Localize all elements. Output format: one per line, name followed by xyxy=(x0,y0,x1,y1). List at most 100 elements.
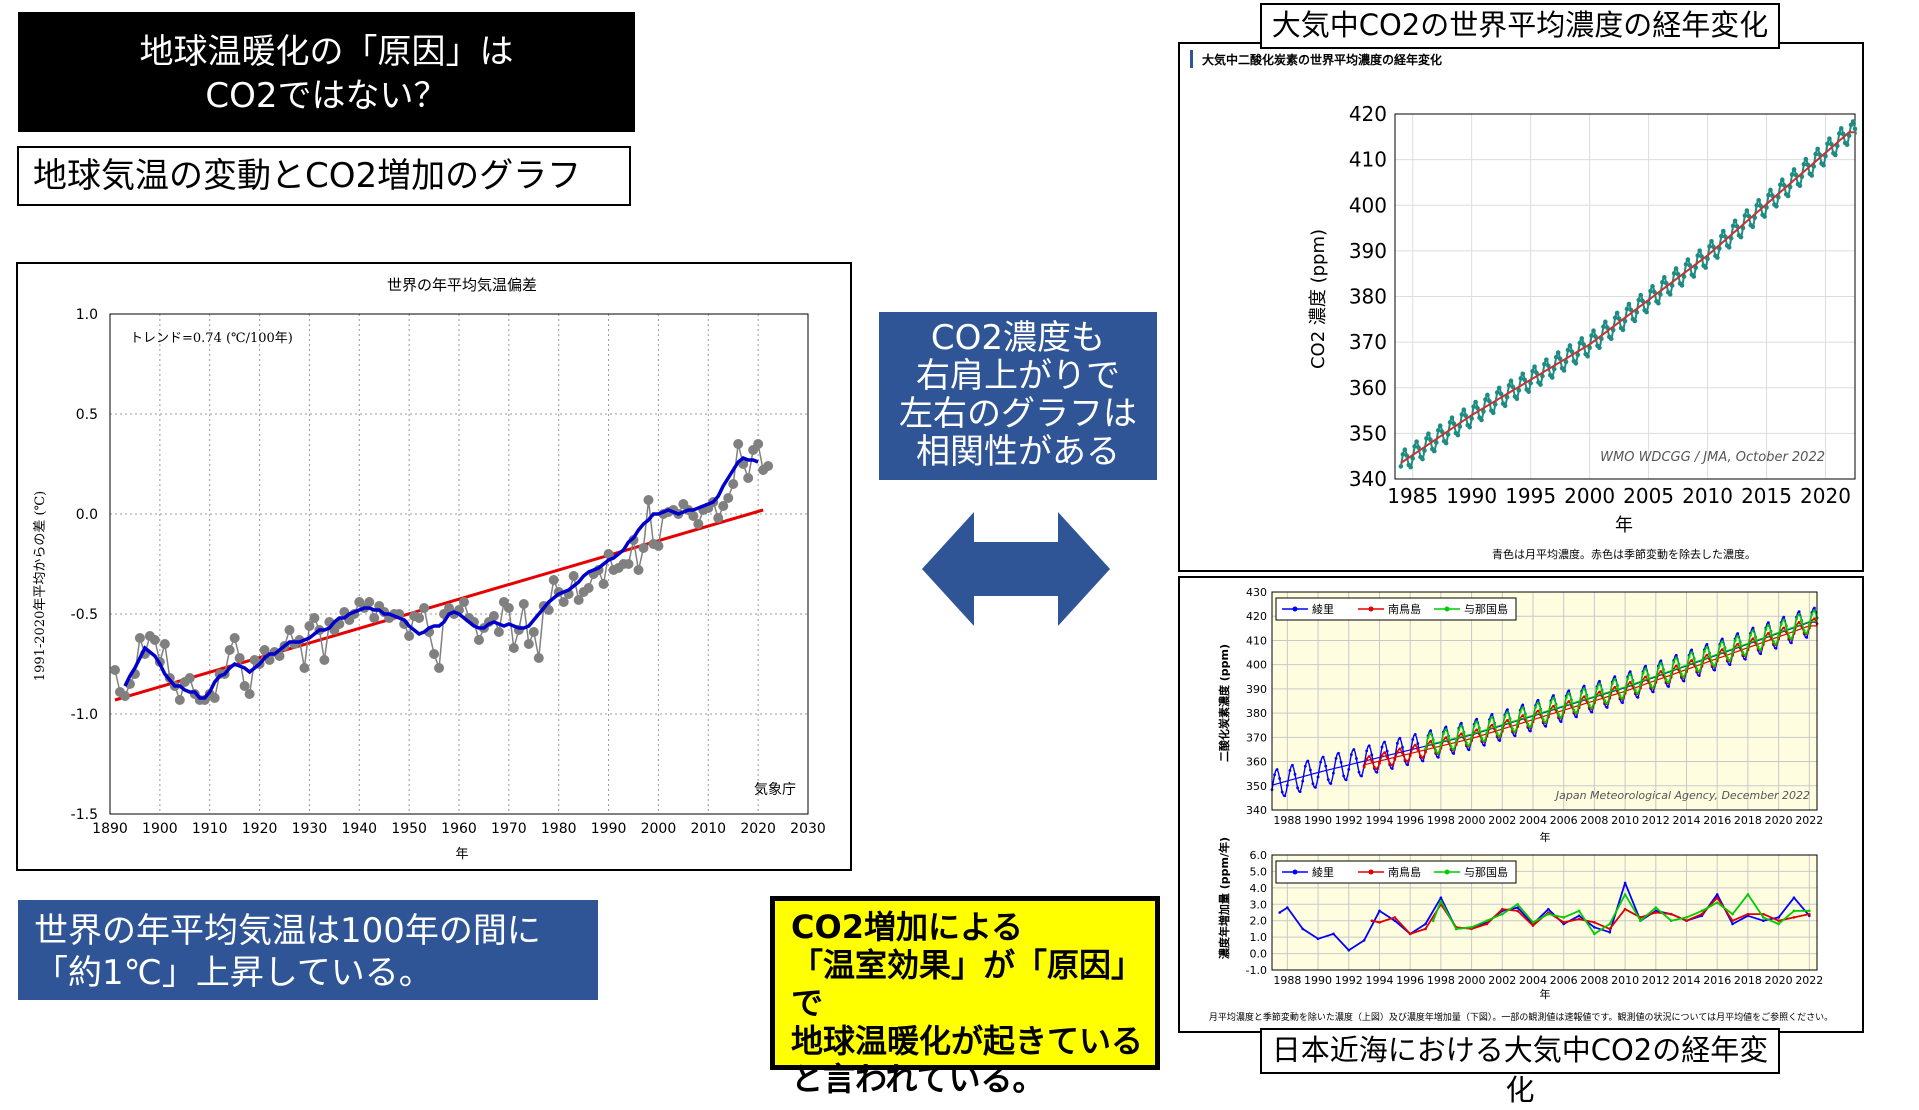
co2-world-monthly-point xyxy=(1510,384,1516,390)
jp2-x-tick-label: 2012 xyxy=(1642,974,1670,987)
annual-point xyxy=(713,513,724,523)
co2-world-monthly-point xyxy=(1569,349,1575,354)
co2-japan-series-point xyxy=(1644,667,1647,671)
co2-japan-series-point xyxy=(1656,666,1660,670)
co2-japan-series-point xyxy=(1426,736,1430,739)
co2-growth-point xyxy=(1470,925,1473,929)
co2-world-monthly-point xyxy=(1777,182,1783,188)
co2-world-monthly-point xyxy=(1675,271,1681,277)
co2-world-y-tick-label: 400 xyxy=(1349,193,1387,217)
co2-japan-series-point xyxy=(1628,670,1632,674)
co2-world-monthly-point xyxy=(1612,315,1618,321)
co2-world-monthly-point xyxy=(1801,161,1807,167)
co2-world-monthly-point xyxy=(1660,279,1665,285)
annual-point xyxy=(239,681,250,691)
co2-japan-series-point xyxy=(1378,761,1381,765)
co2-japan-chart: 1988 1990 1992 1994 1996 1998 2000 2002 2004 2006… xyxy=(1209,586,1833,1023)
co2-world-monthly-point xyxy=(1658,292,1663,297)
co2-japan-series-point xyxy=(1618,694,1622,698)
co2-world-monthly-point xyxy=(1534,370,1539,376)
annual-point xyxy=(523,639,534,649)
annual-point xyxy=(643,495,654,505)
co2-world-monthly-point xyxy=(1601,324,1606,329)
co2-world-monthly-point xyxy=(1483,397,1488,402)
co2-japan-series-point xyxy=(1807,623,1811,627)
co2-world-y-tick-label: 370 xyxy=(1349,330,1387,354)
jp2-x-tick-label: 2022 xyxy=(1795,974,1823,987)
co2-japan-trend-line xyxy=(1425,620,1817,746)
co2-japan-series-point xyxy=(1429,729,1433,733)
co2-japan-series-point xyxy=(1475,728,1479,732)
co2-world-monthly-point xyxy=(1424,436,1429,441)
co2-japan-series-point xyxy=(1756,645,1760,649)
correlation-note: CO2濃度も 右肩上がりで 左右のグラフは 相関性がある xyxy=(879,312,1157,480)
greenhouse-effect-note: CO2増加による 「温室効果」が「原因」で 地球温暖化が起きている と言われてい… xyxy=(770,896,1160,1098)
co2-japan-series-point xyxy=(1667,685,1670,688)
co2-world-deseasonalized-line xyxy=(1400,131,1855,464)
co2-japan-series-point xyxy=(1677,663,1681,666)
annual-point xyxy=(568,571,579,581)
co2-japan-series-point xyxy=(1472,724,1476,728)
co2-japan-series-point xyxy=(1598,679,1601,683)
co2-japan-series-point xyxy=(1390,763,1394,767)
co2-japan-series-point xyxy=(1395,750,1399,754)
co2-japan-series-point xyxy=(1769,630,1773,634)
co2-world-monthly-point xyxy=(1546,363,1551,369)
co2-japan-series-point xyxy=(1623,688,1627,692)
temperature-x-tick-label: 1970 xyxy=(491,821,527,837)
co2-japan-series-point xyxy=(1805,636,1809,639)
co2-world-monthly-point xyxy=(1447,420,1453,425)
co2-japan-series-point xyxy=(1616,684,1619,688)
co2-japan-series-point xyxy=(1705,653,1709,657)
co2-japan-watermark: Japan Meteorological Agency, December 20… xyxy=(1554,789,1810,802)
co2-japan-chart-panel: 1988 1990 1992 1994 1996 1998 2000 2002 2004 2006… xyxy=(1178,576,1864,1033)
co2-japan-series-point xyxy=(1651,690,1655,694)
co2-japan-series-point xyxy=(1641,671,1645,675)
temperature-y-tick-label: 0.5 xyxy=(76,407,98,423)
co2-growth-point xyxy=(1454,927,1458,931)
double-arrow-icon xyxy=(922,512,1110,626)
co2-world-monthly-point xyxy=(1573,361,1579,366)
co2-japan-series-point xyxy=(1342,774,1346,778)
co2-japan-series-point xyxy=(1316,775,1320,779)
correlation-note-line1: CO2濃度も xyxy=(930,318,1106,358)
co2-growth-point xyxy=(1370,919,1374,923)
co2-growth-point xyxy=(1792,896,1796,900)
co2-world-monthly-point xyxy=(1640,298,1645,304)
co2-world-monthly-point xyxy=(1435,428,1441,433)
annual-point xyxy=(688,511,699,521)
co2-growth-point xyxy=(1593,932,1596,936)
co2-world-monthly-point xyxy=(1833,152,1838,158)
co2-growth-point xyxy=(1685,916,1688,919)
co2-world-monthly-point xyxy=(1459,412,1465,417)
co2-japan-series-point xyxy=(1636,695,1640,699)
co2-growth-point xyxy=(1577,914,1581,918)
co2-growth-point xyxy=(1608,930,1612,934)
annual-point xyxy=(503,603,514,613)
co2-japan-series-point xyxy=(1311,782,1315,785)
co2-japan-series-point xyxy=(1485,731,1489,735)
co2-growth-point xyxy=(1562,916,1565,919)
co2-japan-series-point xyxy=(1424,747,1427,751)
co2-japan-series-point xyxy=(1367,744,1371,748)
co2-japan-series-point xyxy=(1575,715,1578,719)
co2-japan-series-point xyxy=(1692,657,1696,661)
co2-world-monthly-point xyxy=(1457,424,1463,429)
co2-japan-series-point xyxy=(1549,701,1553,704)
co2-japan-series-point xyxy=(1521,706,1525,710)
co2-japan-series-point xyxy=(1439,743,1443,747)
jp2-x-tick-label: 2010 xyxy=(1611,974,1639,987)
co2-japan-series-point xyxy=(1401,745,1404,749)
co2-japan-series-point xyxy=(1511,727,1514,731)
annual-point xyxy=(229,633,240,643)
co2-japan-series-point xyxy=(1772,640,1775,643)
co2-japan-series-point xyxy=(1459,724,1463,728)
annual-point xyxy=(733,439,744,449)
jp2-y-tick-label: 2.0 xyxy=(1250,915,1268,928)
co2-japan-series-point xyxy=(1380,754,1384,757)
co2-world-monthly-point xyxy=(1673,266,1679,271)
co2-japan-series-point xyxy=(1682,679,1686,683)
co2-growth-point xyxy=(1761,916,1765,919)
co2-world-monthly-point xyxy=(1487,398,1492,404)
co2-japan-series-point xyxy=(1646,674,1650,677)
